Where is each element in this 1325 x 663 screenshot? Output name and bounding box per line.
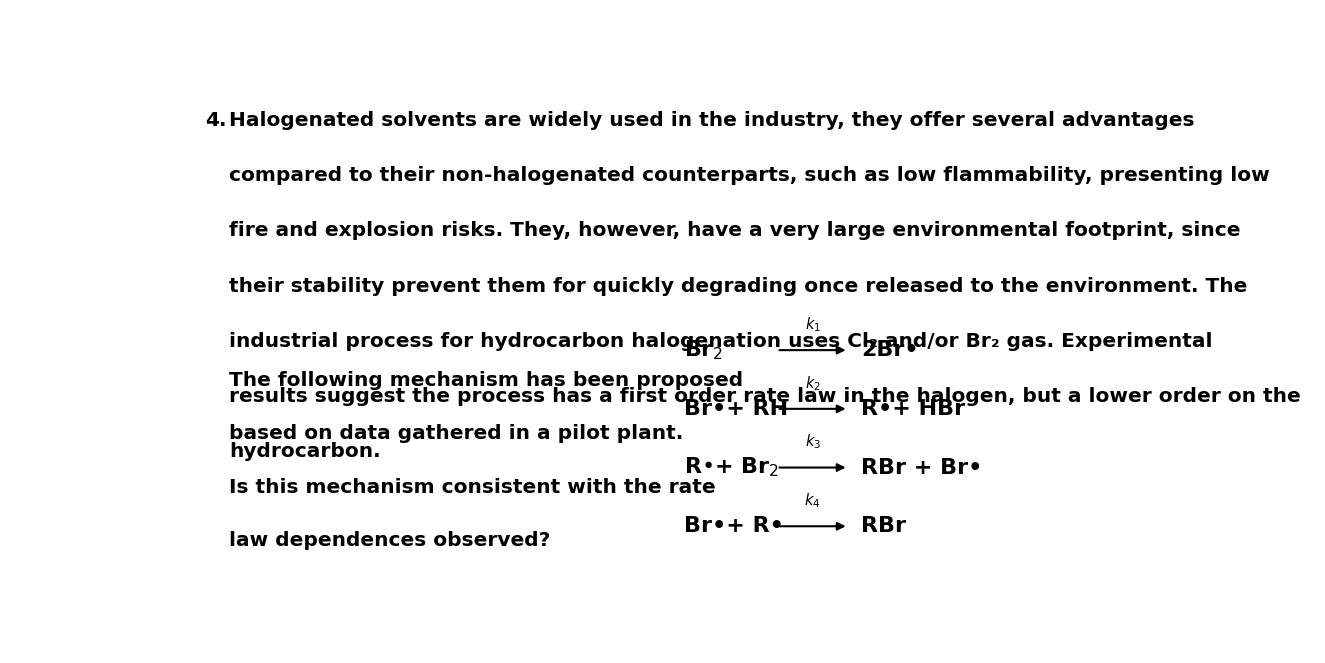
Text: RBr + Br•: RBr + Br• — [861, 457, 982, 477]
Text: 4.: 4. — [204, 111, 227, 130]
Text: Br$_2$: Br$_2$ — [684, 338, 722, 362]
Text: based on data gathered in a pilot plant.: based on data gathered in a pilot plant. — [229, 424, 684, 443]
Text: results suggest the process has a first order rate law in the halogen, but a low: results suggest the process has a first … — [229, 387, 1301, 406]
Text: their stability prevent them for quickly degrading once released to the environm: their stability prevent them for quickly… — [229, 276, 1248, 296]
Text: 2Br•: 2Br• — [861, 340, 918, 360]
Text: Br•+ RH: Br•+ RH — [684, 399, 788, 419]
Text: industrial process for hydrocarbon halogenation uses Cl₂ and/or Br₂ gas. Experim: industrial process for hydrocarbon halog… — [229, 332, 1212, 351]
Text: Is this mechanism consistent with the rate: Is this mechanism consistent with the ra… — [229, 478, 716, 497]
Text: $k_3$: $k_3$ — [804, 432, 820, 452]
Text: $k_2$: $k_2$ — [804, 374, 820, 392]
Text: hydrocarbon.: hydrocarbon. — [229, 442, 380, 461]
Text: The following mechanism has been proposed: The following mechanism has been propose… — [229, 371, 743, 390]
Text: RBr: RBr — [861, 516, 906, 536]
Text: R•+ Br$_2$: R•+ Br$_2$ — [684, 455, 779, 479]
Text: R•+ HBr: R•+ HBr — [861, 399, 965, 419]
Text: $k_1$: $k_1$ — [804, 315, 820, 333]
Text: $k_4$: $k_4$ — [804, 491, 820, 510]
Text: Br•+ R•: Br•+ R• — [684, 516, 784, 536]
Text: law dependences observed?: law dependences observed? — [229, 531, 551, 550]
Text: fire and explosion risks. They, however, have a very large environmental footpri: fire and explosion risks. They, however,… — [229, 221, 1240, 241]
Text: Halogenated solvents are widely used in the industry, they offer several advanta: Halogenated solvents are widely used in … — [229, 111, 1195, 130]
Text: compared to their non-halogenated counterparts, such as low flammability, presen: compared to their non-halogenated counte… — [229, 166, 1271, 186]
